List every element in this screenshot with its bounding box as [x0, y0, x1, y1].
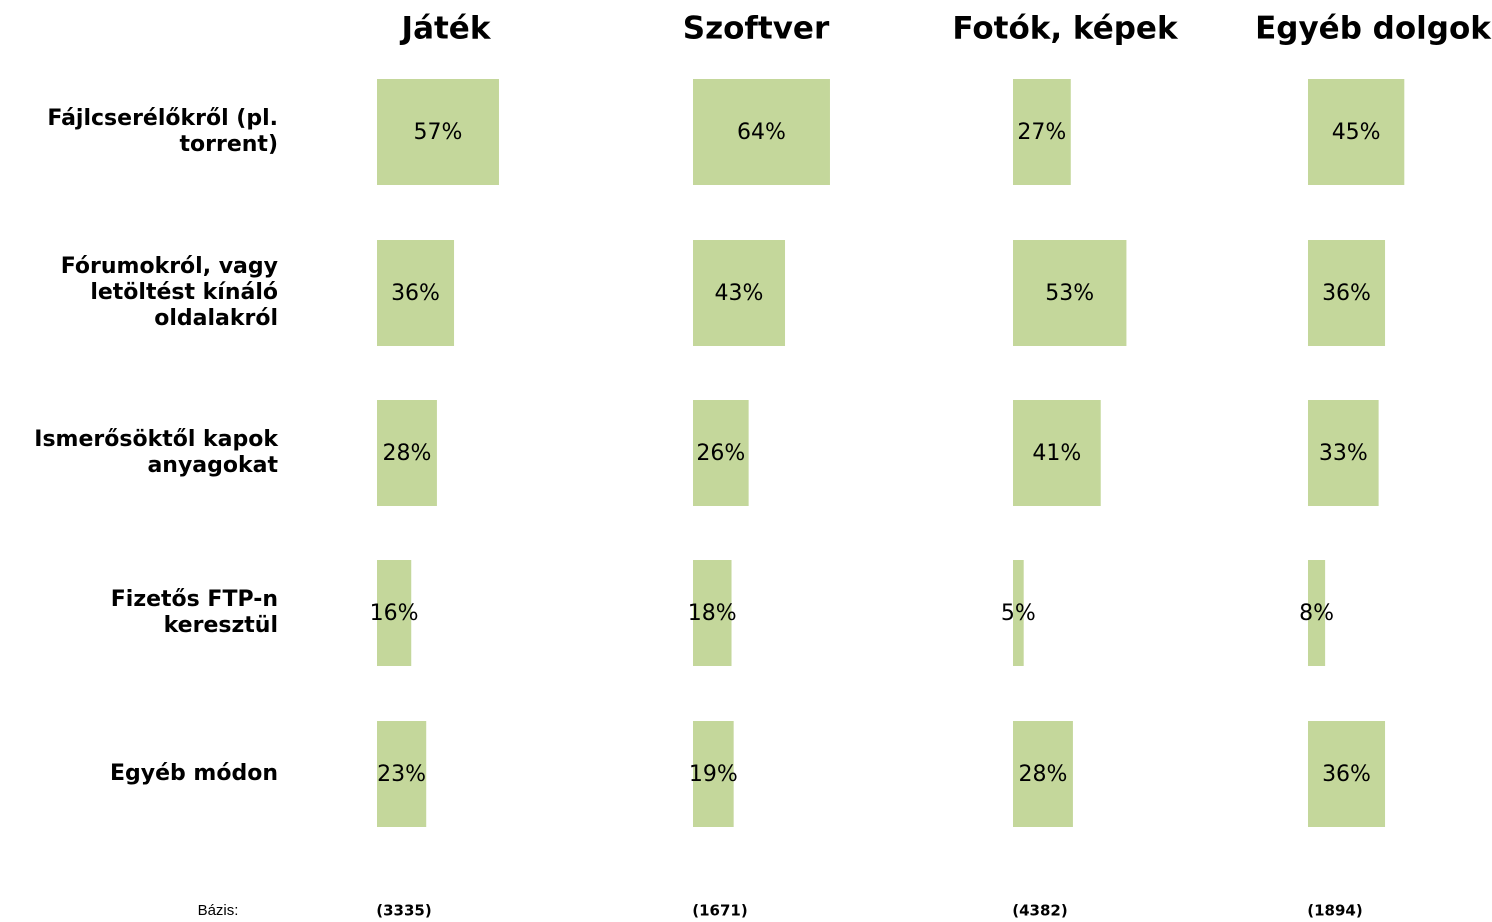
bar [1308, 79, 1405, 185]
column-header: Szoftver [683, 11, 830, 47]
base-caption: Bázis: [198, 902, 239, 919]
bar [377, 560, 412, 666]
row-label: Fórumokról, vagy [61, 254, 278, 279]
row-label: Egyéb módon [110, 761, 278, 786]
base-label: (4382) [1012, 902, 1067, 920]
value-label: 41% [1032, 441, 1081, 466]
value-label: 36% [1322, 762, 1371, 787]
value-label: 43% [715, 281, 764, 306]
bar [377, 79, 499, 185]
value-label: 27% [1017, 120, 1066, 145]
value-label: 28% [1019, 762, 1068, 787]
value-label: 53% [1045, 281, 1094, 306]
value-label: 33% [1319, 441, 1368, 466]
column-header: Játék [400, 11, 492, 47]
bar [1308, 400, 1379, 506]
row-label: letöltést kínáló [90, 280, 278, 305]
bar [693, 79, 830, 185]
value-label: 36% [1322, 281, 1371, 306]
bar [1308, 240, 1386, 346]
bar [377, 240, 455, 346]
bar [1013, 560, 1024, 666]
row-label: keresztül [164, 613, 278, 638]
value-label: 19% [689, 762, 738, 787]
value-label: 64% [737, 120, 786, 145]
value-label: 8% [1299, 601, 1334, 626]
row-label: Ismerősöktől kapok [34, 427, 279, 452]
column-header: Egyéb dolgok [1255, 11, 1492, 47]
bar [693, 560, 732, 666]
value-label: 26% [696, 441, 745, 466]
bar [377, 721, 427, 827]
value-label: 18% [688, 601, 737, 626]
row-label: Fizetős FTP-n [111, 587, 278, 612]
bar [693, 240, 786, 346]
value-label: 57% [414, 120, 463, 145]
base-label: (3335) [376, 902, 431, 920]
bar [1013, 400, 1101, 506]
bar [1013, 79, 1071, 185]
value-label: 23% [377, 762, 426, 787]
base-label: (1894) [1307, 902, 1362, 920]
value-label: 16% [370, 601, 419, 626]
value-label: 36% [391, 281, 440, 306]
row-label: torrent) [180, 132, 278, 157]
bar [693, 721, 734, 827]
bar [1308, 721, 1386, 827]
value-label: 45% [1332, 120, 1381, 145]
bar [693, 400, 749, 506]
value-label: 28% [383, 441, 432, 466]
column-header: Fotók, képek [952, 11, 1179, 47]
value-label: 5% [1001, 601, 1036, 626]
base-label: (1671) [692, 902, 747, 920]
bar [377, 400, 437, 506]
bar [1013, 240, 1127, 346]
row-label: anyagokat [147, 453, 278, 478]
bar [1013, 721, 1073, 827]
bar [1308, 560, 1326, 666]
row-label: oldalakról [154, 306, 278, 331]
row-label: Fájlcserélőkről (pl. [47, 106, 278, 131]
